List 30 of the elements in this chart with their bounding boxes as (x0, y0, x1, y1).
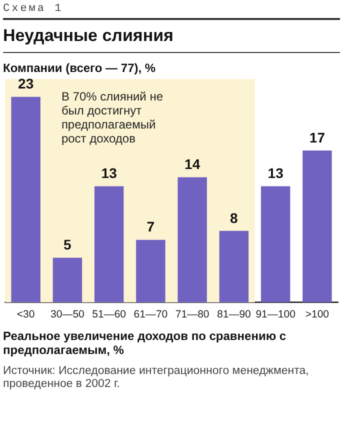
x-tick-label: 51—60 (92, 308, 126, 321)
data-label: 7 (146, 218, 155, 235)
x-tick-label: 61—70 (134, 308, 168, 321)
bar (178, 177, 207, 302)
text: Источник: Исследование интеграционного менеджмента, проведенное в 2002 г. (3, 365, 310, 391)
data-label: 13 (101, 165, 118, 182)
x-axis-title: Реальное увеличение доходов по сравнению с предполагаемым, % (3, 329, 288, 357)
band-label: В 70% слияний не был достигнут предполагаемый рост доходов (61, 89, 164, 146)
text: Схема 1 (3, 3, 64, 15)
x-tick-label: 30—50 (50, 308, 85, 321)
x-tick-label: 81—90 (217, 308, 252, 321)
bar (94, 186, 124, 302)
x-tick-label: 71—80 (175, 308, 210, 321)
data-label: 14 (184, 156, 200, 172)
data-label: 5 (64, 236, 72, 253)
chart-subtitle: Компании (всего — 77), % (3, 61, 157, 75)
data-label: 17 (309, 129, 326, 146)
bar (260, 186, 290, 302)
x-tick-label: >100 (305, 308, 330, 321)
data-label: 13 (268, 165, 284, 182)
x-tick-label: <30 (16, 308, 35, 321)
bar (219, 230, 249, 302)
data-label: 23 (18, 76, 34, 92)
chart-title: Неудачные слияния (3, 26, 174, 46)
bar (136, 240, 166, 302)
bar (52, 258, 82, 302)
data-label: 8 (230, 210, 238, 226)
bar (11, 96, 40, 302)
x-tick-label: 91—100 (256, 308, 296, 321)
bar (302, 150, 332, 302)
